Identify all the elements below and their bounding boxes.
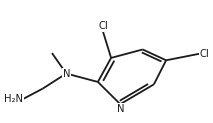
Text: H₂N: H₂N — [4, 94, 23, 104]
Text: Cl: Cl — [200, 49, 209, 59]
Text: Cl: Cl — [98, 21, 108, 31]
Text: N: N — [117, 104, 124, 114]
Text: N: N — [63, 69, 70, 78]
